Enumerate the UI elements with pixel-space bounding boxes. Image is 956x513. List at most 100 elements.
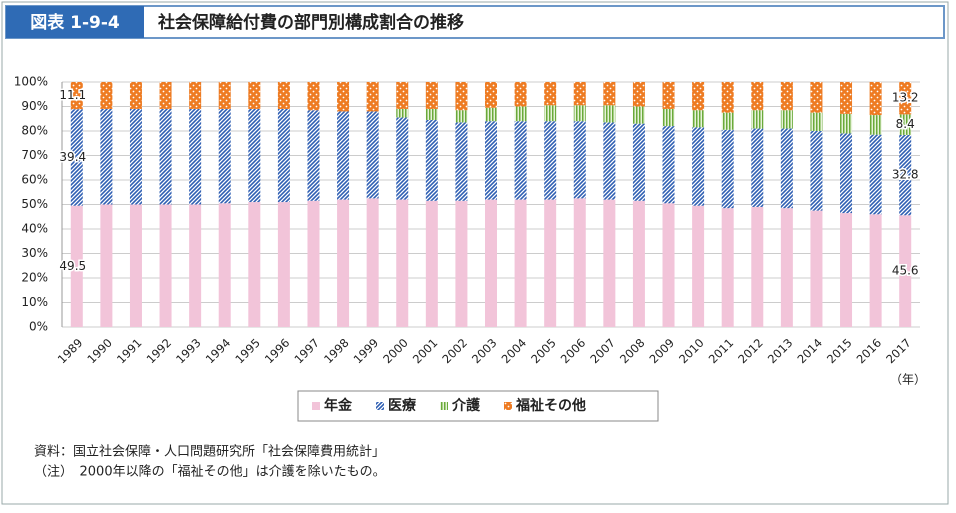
legend-label: 福祉その他	[515, 397, 586, 414]
bar-segment	[396, 82, 409, 109]
data-label: 32.8	[892, 168, 919, 182]
bar-segment	[780, 208, 793, 327]
bar-segment	[810, 82, 823, 113]
bar-segment	[899, 215, 912, 327]
figure-number: 図表 1-9-4	[30, 12, 120, 33]
bar-segment	[899, 114, 912, 135]
bar-segment	[455, 200, 468, 327]
bar-segment	[248, 108, 261, 203]
bar-segment	[751, 110, 764, 129]
bar-segment	[425, 200, 438, 327]
bar-segment	[396, 108, 409, 118]
bar-segment	[189, 204, 202, 327]
bar-segment	[218, 82, 231, 109]
bar-segment	[573, 198, 586, 327]
bar-segment	[396, 117, 409, 200]
bar-segment	[396, 199, 409, 327]
bar-segment	[544, 199, 557, 327]
bar-segment	[248, 202, 261, 327]
bar-segment	[721, 129, 734, 209]
chart-title: 社会保障給付費の部門別構成割合の推移	[157, 12, 464, 33]
bar-segment	[840, 113, 853, 134]
bar-segment	[485, 82, 497, 108]
bar-segment	[603, 199, 616, 327]
bar-segment	[869, 214, 882, 327]
bar-segment	[544, 121, 557, 200]
bar-segment	[573, 105, 586, 122]
y-tick-label: 90%	[21, 99, 48, 113]
y-tick-label: 70%	[21, 148, 48, 162]
bar-segment	[307, 200, 320, 327]
note: 資料：国立社会保障・人口問題研究所「社会保障費用統計」	[34, 444, 385, 460]
data-label: 45.6	[892, 264, 919, 278]
bar-segment	[129, 204, 142, 327]
bar-segment	[455, 82, 468, 111]
bar-segment	[159, 204, 172, 327]
bar-segment	[603, 105, 616, 123]
bar-segment	[780, 128, 793, 209]
bar-segment	[603, 122, 616, 200]
bar-segment	[632, 106, 645, 124]
bar-segment	[70, 205, 83, 327]
bar-segment	[514, 106, 527, 122]
bar-segment	[751, 206, 764, 327]
legend-marker	[504, 402, 512, 410]
header-badge	[6, 6, 144, 38]
data-label: 11.1	[59, 88, 86, 102]
y-tick-label: 20%	[21, 271, 48, 285]
legend-label: 介護	[451, 397, 481, 414]
y-tick-label: 30%	[21, 246, 48, 260]
bar-segment	[692, 205, 705, 327]
data-label: 39.4	[59, 150, 86, 164]
bar-segment	[337, 111, 350, 200]
bar-segment	[248, 82, 261, 109]
bar-segment	[899, 82, 912, 115]
y-tick-label: 80%	[21, 124, 48, 138]
bar-segment	[869, 82, 882, 116]
bar-segment	[573, 121, 586, 199]
legend-marker	[312, 402, 320, 410]
header-bar	[5, 5, 945, 39]
bar-segment	[100, 82, 113, 109]
bar-segment	[840, 133, 853, 214]
bar-segment	[692, 127, 705, 206]
bar-segment	[485, 121, 497, 200]
bar-segment	[840, 213, 853, 327]
bar-segment	[425, 82, 438, 109]
bar-segment	[810, 112, 823, 131]
bar-segment	[662, 82, 675, 109]
y-tick-label: 50%	[21, 197, 48, 211]
bar-segment	[337, 82, 350, 112]
bar-segment	[189, 82, 202, 109]
bar-segment	[721, 112, 734, 130]
bar-segment	[129, 82, 142, 109]
legend-box	[297, 390, 659, 422]
y-tick-label: 100%	[14, 75, 48, 89]
bar-segment	[721, 208, 734, 327]
bar-segment	[514, 121, 527, 200]
bar-segment	[159, 82, 172, 109]
bar-segment	[455, 122, 468, 201]
bar-segment	[721, 82, 734, 113]
bar-segment	[662, 203, 675, 327]
bar-segment	[632, 123, 645, 201]
bar-segment	[899, 134, 912, 216]
bar-segment	[425, 108, 438, 120]
bar-segment	[277, 108, 290, 203]
data-label: 49.5	[59, 259, 86, 273]
bar-segment	[366, 198, 379, 327]
bar-segment	[218, 108, 231, 204]
bar-segment	[780, 82, 793, 111]
data-label: 13.2	[892, 91, 919, 105]
bar-segment	[544, 105, 557, 122]
y-tick-label: 10%	[21, 295, 48, 309]
bar-segment	[692, 110, 705, 128]
bar-segment	[751, 82, 764, 111]
bar-segment	[307, 82, 320, 111]
bar-segment	[455, 110, 468, 123]
bar-segment	[869, 115, 882, 135]
bar-segment	[337, 199, 350, 327]
bar-segment	[869, 134, 882, 215]
bar-segment	[603, 82, 616, 106]
bar-segment	[810, 210, 823, 327]
